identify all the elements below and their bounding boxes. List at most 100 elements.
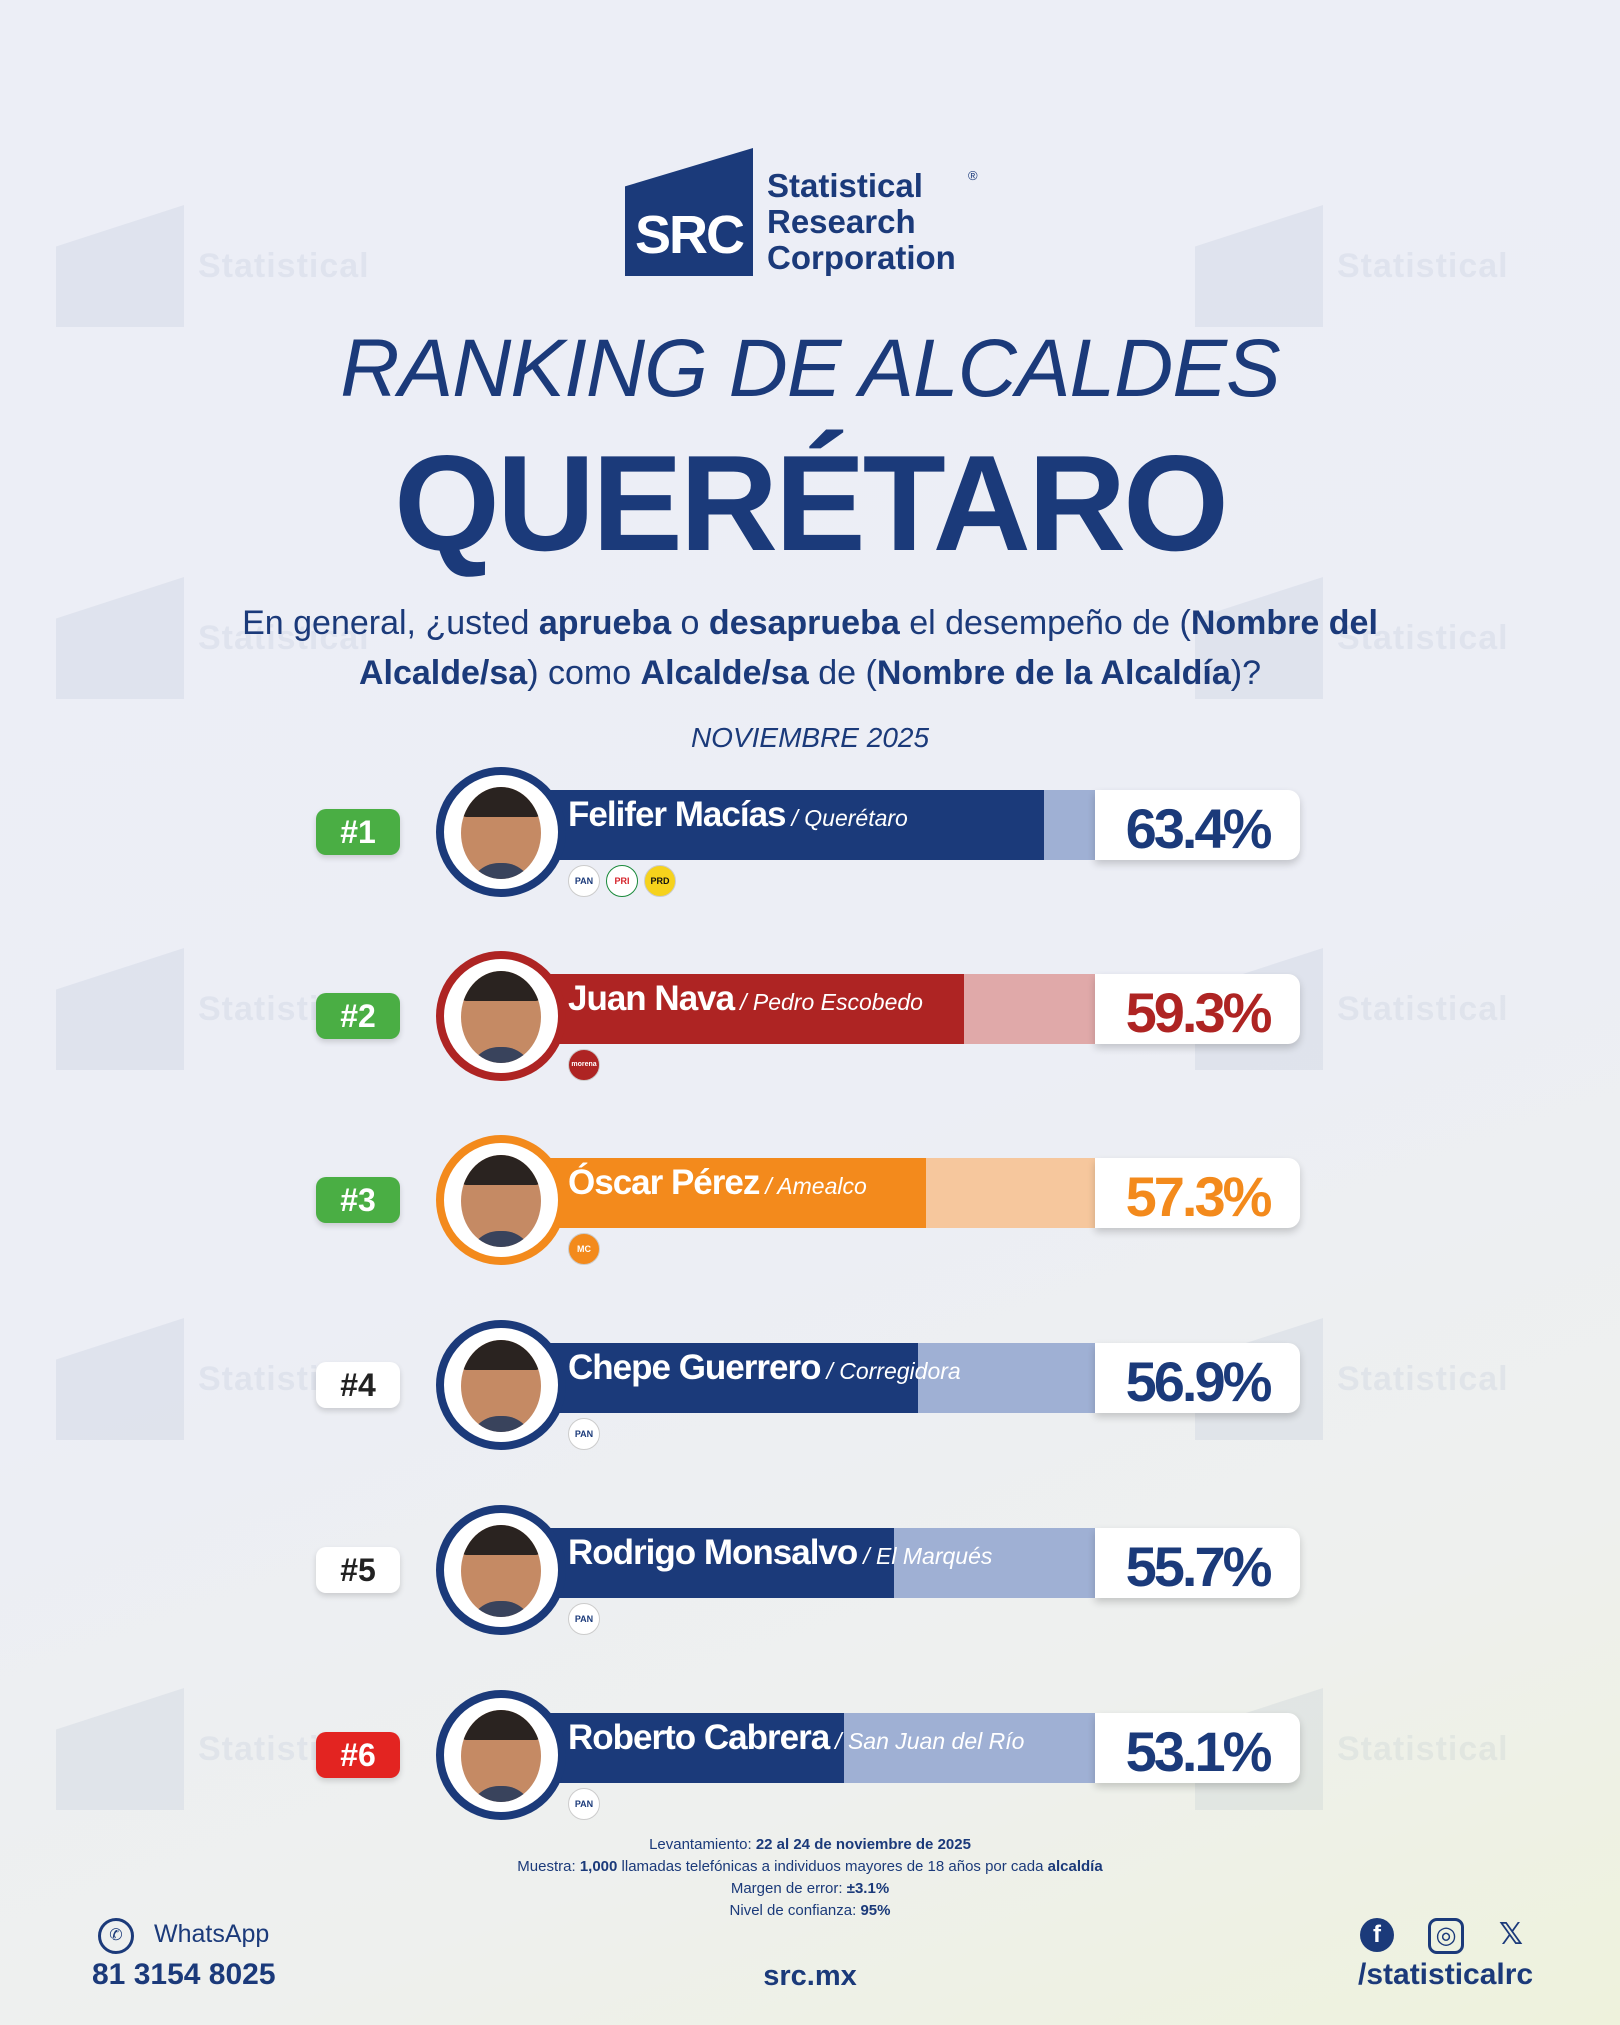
party-logos: MC — [568, 1233, 600, 1265]
instagram-icon[interactable]: ◎ — [1428, 1918, 1464, 1954]
mayor-name: Juan Nava — [568, 979, 735, 1018]
bar-remainder — [894, 1528, 1098, 1598]
percent-box: 59.3% — [1095, 974, 1300, 1044]
watermark-logo: Statistical — [56, 205, 370, 327]
party-logo-icon: PRI — [606, 865, 638, 897]
brand-logo: SRC Statistical Research Corporation — [625, 148, 956, 276]
whatsapp-phone[interactable]: 81 3154 8025 — [92, 1958, 276, 1991]
municipality: / Corregidora — [826, 1358, 961, 1384]
municipality: / San Juan del Río — [835, 1728, 1025, 1754]
mayor-label: Chepe Guerrero / Corregidora — [568, 1348, 961, 1388]
mayor-name: Óscar Pérez — [568, 1163, 760, 1202]
bar-value — [500, 1158, 926, 1228]
watermark-logo: Statistical — [1195, 1688, 1509, 1810]
rank-badge: #3 — [316, 1177, 400, 1223]
municipality: / Amealco — [765, 1173, 867, 1199]
bar-remainder — [844, 1713, 1098, 1783]
watermark-logo: Statistical — [56, 577, 370, 699]
rank-badge: #2 — [316, 993, 400, 1039]
party-logo-icon: PRD — [644, 865, 676, 897]
percent-box: 53.1% — [1095, 1713, 1300, 1783]
x-icon[interactable]: 𝕏 — [1498, 1918, 1524, 1951]
party-logos: PAN PRI PRD — [568, 865, 676, 897]
mayor-name: Chepe Guerrero — [568, 1348, 821, 1387]
avatar — [436, 1135, 566, 1265]
website-link[interactable]: src.mx — [763, 1960, 857, 1992]
percent-label: 55.7% — [1125, 1535, 1273, 1598]
avatar — [436, 1320, 566, 1450]
ranking-row: #5 55.7% Rodrigo Monsalvo / El Marqués PAN — [0, 1503, 1620, 1643]
survey-question: En general, ¿usted aprueba o desaprueba … — [242, 604, 1378, 692]
bar-value — [500, 1528, 895, 1598]
bar-track — [500, 1528, 1100, 1598]
ranking-row: #6 53.1% Roberto Cabrera / San Juan del Río… — [0, 1688, 1620, 1828]
mayor-label: Rodrigo Monsalvo / El Marqués — [568, 1533, 992, 1573]
avatar — [436, 1690, 566, 1820]
party-logo-icon: PAN — [568, 1603, 600, 1635]
rank-badge: #5 — [316, 1547, 400, 1593]
bar-remainder — [925, 1158, 1098, 1228]
avatar — [436, 1505, 566, 1635]
party-logos: PAN — [568, 1603, 600, 1635]
mayor-label: Felifer Macías / Querétaro — [568, 795, 908, 835]
ranking-row: #4 56.9% Chepe Guerrero / Corregidora PAN — [0, 1318, 1620, 1458]
party-logo-icon: morena — [568, 1049, 600, 1081]
party-logos: morena — [568, 1049, 600, 1081]
watermark-logo: Statistical — [1195, 205, 1509, 327]
whatsapp-label[interactable]: WhatsApp — [154, 1920, 270, 1948]
bar-track — [500, 974, 1100, 1044]
watermark-logo: Statistical — [1195, 577, 1509, 699]
municipality: / Pedro Escobedo — [740, 989, 923, 1015]
bar-value — [500, 974, 965, 1044]
logo-mark: SRC — [625, 148, 753, 276]
ranking-row: #3 57.3% Óscar Pérez / Amealco MC — [0, 1133, 1620, 1273]
avatar — [436, 951, 566, 1081]
mayor-label: Óscar Pérez / Amealco — [568, 1163, 867, 1203]
logo-wordmark: Statistical Research Corporation — [767, 167, 956, 276]
mayor-label: Roberto Cabrera / San Juan del Río — [568, 1718, 1024, 1758]
survey-period: NOVIEMBRE 2025 — [690, 722, 930, 753]
avatar — [436, 767, 566, 897]
percent-label: 56.9% — [1125, 1350, 1273, 1413]
party-logos: PAN — [568, 1788, 600, 1820]
bar-track — [500, 790, 1100, 860]
page-subtitle: QUERÉTARO — [394, 427, 1229, 579]
page-title: RANKING DE ALCALDES — [340, 323, 1280, 414]
mayor-name: Rodrigo Monsalvo — [568, 1533, 858, 1572]
bar-track — [500, 1343, 1100, 1413]
bar-remainder — [1044, 790, 1098, 860]
percent-label: 59.3% — [1125, 981, 1273, 1044]
party-logo-icon: PAN — [568, 1788, 600, 1820]
percent-box: 56.9% — [1095, 1343, 1300, 1413]
bar-remainder — [964, 974, 1098, 1044]
mayor-name: Felifer Macías — [568, 795, 786, 834]
percent-label: 53.1% — [1125, 1720, 1273, 1783]
bar-value — [500, 1343, 918, 1413]
party-logos: PAN — [568, 1418, 600, 1450]
rank-badge: #4 — [316, 1362, 400, 1408]
ranking-row: #2 59.3% Juan Nava / Pedro Escobedo morena — [0, 949, 1620, 1089]
ranking-row: #1 63.4% Felifer Macías / Querétaro PAN PRI PR… — [0, 765, 1620, 905]
facebook-icon[interactable]: f — [1360, 1918, 1394, 1952]
party-logo-icon: PAN — [568, 865, 600, 897]
percent-label: 63.4% — [1125, 797, 1273, 860]
rank-badge: #6 — [316, 1732, 400, 1778]
party-logo-icon: PAN — [568, 1418, 600, 1450]
percent-box: 63.4% — [1095, 790, 1300, 860]
methodology: Levantamiento: 22 al 24 de noviembre de … — [517, 1836, 1103, 1919]
whatsapp-icon[interactable]: ✆ — [98, 1918, 134, 1954]
registered-mark: ® — [968, 168, 978, 183]
percent-box: 57.3% — [1095, 1158, 1300, 1228]
party-logo-icon: MC — [568, 1233, 600, 1265]
mayor-name: Roberto Cabrera — [568, 1718, 830, 1757]
municipality: / El Marqués — [863, 1543, 993, 1569]
bar-value — [500, 790, 1044, 860]
rank-badge: #1 — [316, 809, 400, 855]
mayor-label: Juan Nava / Pedro Escobedo — [568, 979, 923, 1019]
social-handle[interactable]: /statisticalrc — [1358, 1958, 1534, 1991]
percent-box: 55.7% — [1095, 1528, 1300, 1598]
bar-track — [500, 1158, 1100, 1228]
percent-label: 57.3% — [1125, 1165, 1273, 1228]
municipality: / Querétaro — [791, 805, 908, 831]
bar-remainder — [917, 1343, 1098, 1413]
